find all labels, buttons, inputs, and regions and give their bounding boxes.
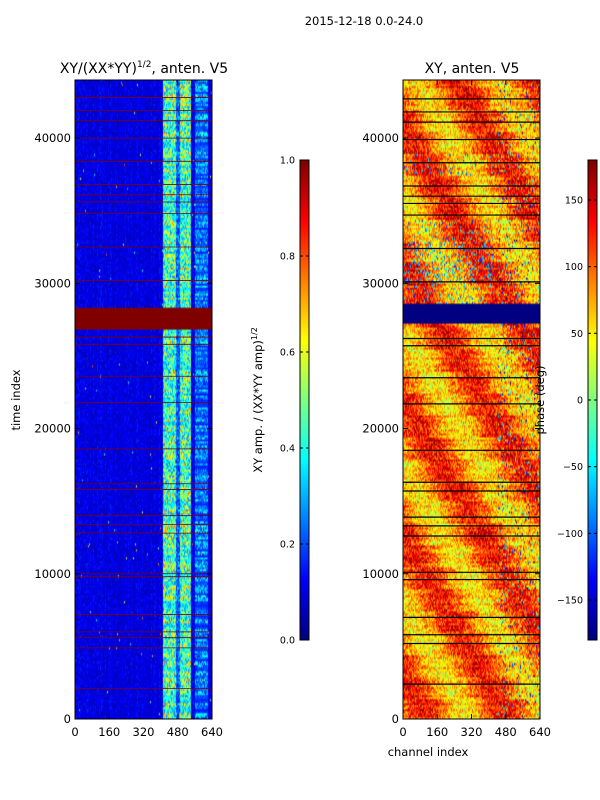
x-tick-label: 640 <box>529 725 551 739</box>
phase-colorbar-label: phase (deg) <box>533 365 547 434</box>
x-tick-label: 640 <box>201 725 223 739</box>
figure-suptitle: 2015-12-18 0.0-24.0 <box>305 14 424 28</box>
colorbar-tick-label: 150 <box>565 196 583 207</box>
x-tick-label: 160 <box>98 725 120 739</box>
amplitude-colorbar-frame <box>299 159 310 641</box>
x-tick-label: 0 <box>71 725 78 739</box>
colorbar-tick-label: 0.6 <box>280 348 295 359</box>
x-tick-label: 0 <box>399 725 406 739</box>
amplitude-y-ticks: 0 10000 20000 30000 40000 <box>34 131 212 726</box>
colorbar-tick-label: 0 <box>577 396 583 407</box>
phase-flag-lines <box>403 98 540 685</box>
colorbar-tick-label: 50 <box>571 329 583 340</box>
colorbar-tick-label: 1.0 <box>280 156 295 167</box>
amplitude-colorbar-gradient <box>300 160 309 640</box>
colorbar-tick-label: 100 <box>565 262 583 273</box>
phase-colorbar-ticks: −150 −100 −50 0 50 100 150 <box>557 196 597 607</box>
colorbar-tick-label: 0.2 <box>280 540 295 551</box>
x-tick-label: 320 <box>133 725 155 739</box>
amplitude-heatmap-image <box>75 80 212 719</box>
y-tick-label: 20000 <box>34 422 71 436</box>
amplitude-flag-lines <box>75 97 212 689</box>
phase-x-ticks: 0 160 320 480 640 <box>399 80 551 739</box>
y-tick-label: 0 <box>64 712 71 726</box>
y-tick-label: 40000 <box>362 131 399 145</box>
x-tick-label: 480 <box>495 725 517 739</box>
y-axis-label: time index <box>9 369 23 430</box>
y-tick-label: 30000 <box>362 276 399 290</box>
x-axis-label: channel index <box>388 745 469 759</box>
x-tick-label: 480 <box>167 725 189 739</box>
y-tick-label: 10000 <box>34 567 71 581</box>
x-tick-label: 320 <box>461 725 483 739</box>
y-tick-label: 0 <box>392 712 399 726</box>
amplitude-colorbar-label: XY amp. / (XX*YY amp)1/2 <box>250 327 265 473</box>
phase-heatmap: XY, anten. V5 0 10000 20000 30000 40000 0 160… <box>362 61 551 759</box>
colorbar-tick-label: −100 <box>557 529 583 540</box>
amplitude-title: XY/(XX*YY)1/2, anten. V5 <box>60 60 228 77</box>
amplitude-heatmap: XY/(XX*YY)1/2, anten. V5 0 10000 20000 3000… <box>9 60 228 739</box>
amplitude-colorbar: 0.0 0.2 0.4 0.6 0.8 1.0 XY amp. / (XX*YY amp)… <box>250 156 310 647</box>
y-tick-label: 30000 <box>34 276 71 290</box>
y-tick-label: 10000 <box>362 567 399 581</box>
colorbar-tick-label: −50 <box>563 462 583 473</box>
colorbar-tick-label: −150 <box>557 596 583 607</box>
phase-title: XY, anten. V5 <box>425 61 520 77</box>
colorbar-tick-label: 0.4 <box>280 444 295 455</box>
amplitude-colorbar-ticks: 0.0 0.2 0.4 0.6 0.8 1.0 <box>280 156 309 647</box>
colorbar-tick-label: 0.0 <box>280 636 295 647</box>
phase-y-ticks: 0 10000 20000 30000 40000 <box>362 131 540 726</box>
x-tick-label: 160 <box>426 725 448 739</box>
amplitude-x-ticks: 0 160 320 480 640 <box>71 80 223 739</box>
y-tick-label: 40000 <box>34 131 71 145</box>
phase-colorbar-gradient <box>588 160 597 640</box>
phase-colorbar: −150 −100 −50 0 50 100 150 phase (deg) <box>533 159 598 641</box>
y-tick-label: 20000 <box>362 422 399 436</box>
phase-heatmap-image <box>403 80 540 719</box>
colorbar-tick-label: 0.8 <box>280 252 295 263</box>
